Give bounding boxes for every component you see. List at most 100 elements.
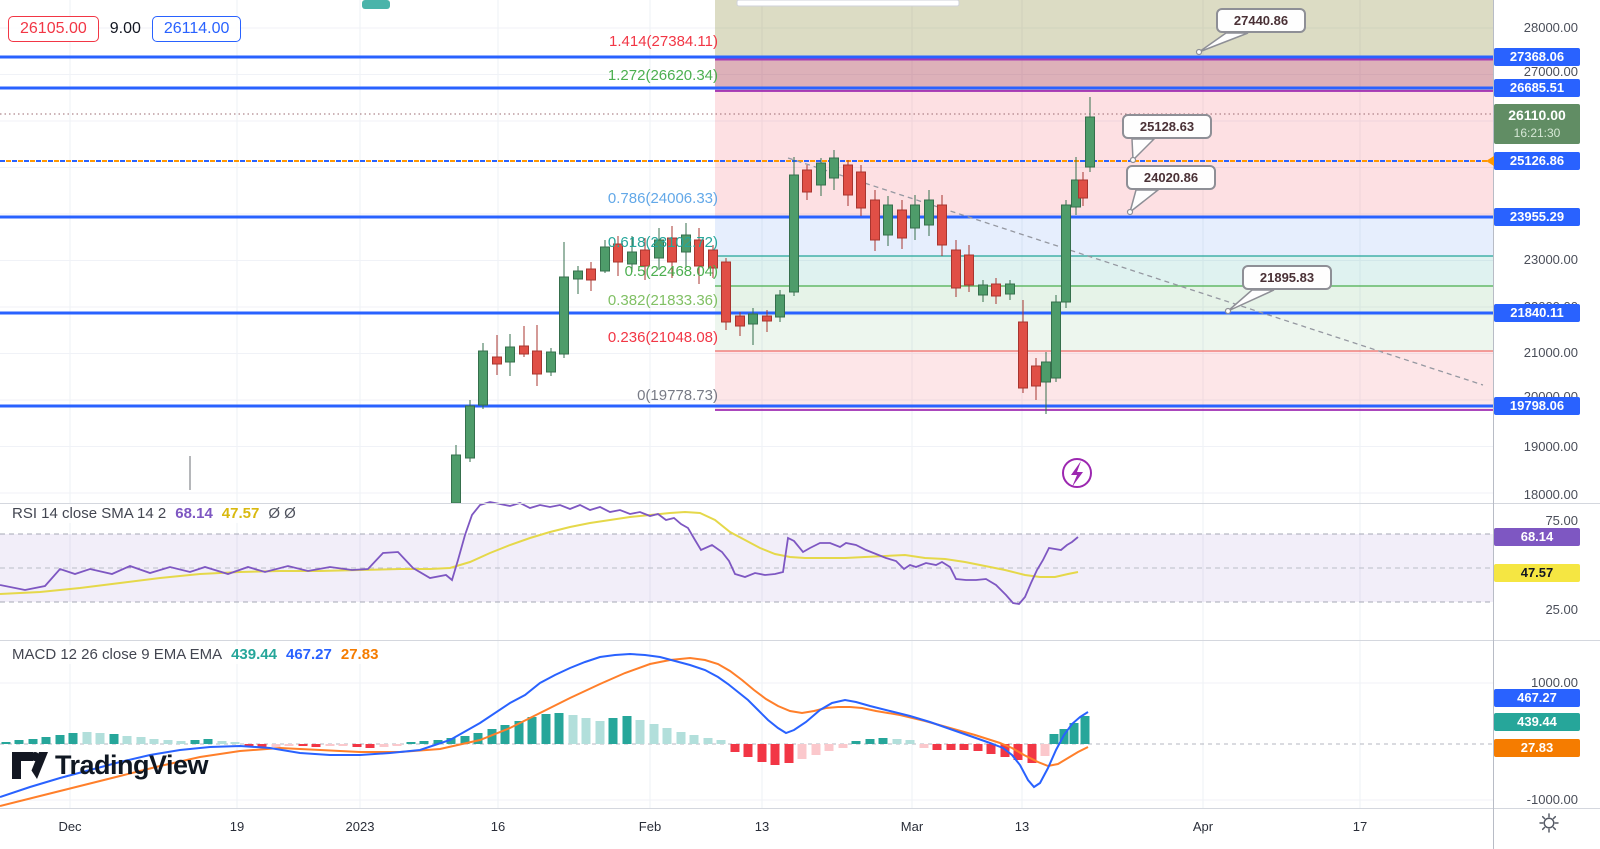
candle-down (667, 237, 677, 263)
macd-legend[interactable]: MACD 12 26 close 9 EMA EMA 439.44 467.27… (6, 645, 385, 664)
callout-tail (1131, 138, 1156, 162)
macd-histogram-bar (946, 744, 956, 750)
rsi-value: 68.14 (175, 505, 213, 522)
settings-gear-icon[interactable] (1538, 812, 1562, 836)
macd-histogram-bar (676, 732, 686, 744)
candle-up (505, 346, 515, 363)
macd-histogram-bar (730, 744, 740, 752)
tradingview-logo[interactable]: TradingView (12, 750, 209, 781)
macd-histogram-bar (905, 740, 915, 744)
macd-histogram-bar (689, 735, 699, 744)
macd-histogram-bar (1, 742, 11, 744)
rsi-sma-line (0, 510, 1079, 595)
macd-histogram-bar (865, 739, 875, 744)
macd-histogram-bar (136, 737, 146, 744)
tradingview-logo-icon (12, 752, 48, 779)
macd-histogram-bar (433, 740, 443, 744)
macd-histogram-bar (190, 740, 200, 744)
macd-histogram-bar (1040, 744, 1050, 756)
fib-band (715, 217, 1493, 256)
candle-down (640, 249, 650, 267)
rsi-legend[interactable]: RSI 14 close SMA 14 2 68.14 47.57 Ø Ø (6, 504, 302, 523)
macd-histogram-bar (622, 716, 632, 744)
macd-histogram-bar (271, 744, 281, 747)
rsi-sma-value: 47.57 (221, 505, 260, 522)
candle-up (451, 454, 461, 504)
candle-up (600, 246, 610, 272)
fib-band (715, 0, 1493, 57)
macd-histogram-bar (217, 741, 227, 744)
rsi-title: RSI 14 close SMA 14 2 (12, 505, 167, 522)
candle-down (937, 204, 947, 246)
macd-histogram-bar (257, 744, 267, 747)
macd-histogram-bar (797, 744, 807, 759)
macd-histogram-bar (244, 744, 254, 746)
macd-histogram-bar (352, 744, 362, 747)
macd-histogram-bar (743, 744, 753, 757)
candle-up (546, 351, 556, 373)
candle-up (627, 251, 637, 265)
macd-histogram-bar (82, 732, 92, 744)
macd-histogram-bar (973, 744, 983, 751)
candle-down (951, 249, 961, 289)
toolbar-fragment (362, 0, 390, 9)
candle-down (870, 199, 880, 241)
fib-band (715, 286, 1493, 316)
candle-up (789, 174, 799, 293)
callout-anchor-dot (1129, 156, 1137, 164)
candle-down (735, 315, 745, 327)
callout-anchor-dot (1126, 208, 1134, 216)
candle-up (573, 270, 583, 280)
macd-histogram-bar (959, 744, 969, 750)
macd-histogram-bar (55, 735, 65, 744)
macd-histogram-bar (851, 741, 861, 744)
callout-anchor-dot (1195, 48, 1203, 56)
rsi-line (0, 501, 1079, 605)
callout-anchor-dot (1224, 307, 1232, 315)
macd-histogram-bar (784, 744, 794, 763)
quote-bar: 26105.00 9.00 26114.00 (8, 16, 242, 42)
candle-up (978, 284, 988, 296)
macd-histogram-bar (568, 715, 578, 744)
candle-down (532, 350, 542, 375)
macd-histogram-bar (109, 734, 119, 744)
candle-down (897, 209, 907, 239)
macd-histogram-bar (41, 737, 51, 744)
fib-band (715, 91, 1493, 217)
macd-histogram-bar (230, 742, 240, 744)
candle-down (708, 249, 718, 269)
macd-histogram-bar (163, 740, 173, 744)
macd-histogram-bar (878, 738, 888, 744)
candle-up (478, 350, 488, 406)
macd-line (0, 652, 1089, 798)
candle-up (1041, 361, 1051, 383)
macd-histogram-bar (649, 724, 659, 744)
macd-histogram-bar (460, 736, 470, 744)
descending-trendline (787, 157, 1484, 386)
lightning-bolt-icon (1071, 461, 1083, 487)
candle-down (694, 239, 704, 267)
macd-histogram-bar (1027, 744, 1037, 763)
fib-band (715, 57, 1493, 91)
macd-histogram-bar (892, 739, 902, 744)
macd-histogram-bar (203, 739, 213, 744)
candle-up (1061, 204, 1071, 303)
candle-down (802, 169, 812, 193)
callout-tail (1128, 189, 1161, 214)
ask-price-button[interactable]: 26114.00 (151, 16, 242, 42)
spread-value: 9.00 (109, 20, 141, 37)
candle-down (492, 356, 502, 365)
candle-up (883, 204, 893, 236)
macd-histogram-bar (392, 744, 402, 746)
macd-histogram-bar (325, 744, 335, 746)
macd-histogram-bar (379, 744, 389, 747)
candle-up (748, 313, 758, 325)
macd-histogram-bar (500, 725, 510, 744)
callout-tail (1227, 289, 1275, 312)
macd-histogram-bar (635, 720, 645, 744)
candle-up (559, 276, 569, 355)
candle-up (816, 162, 826, 186)
bid-price-button[interactable]: 26105.00 (8, 16, 99, 42)
macd-histogram-bar (770, 744, 780, 765)
